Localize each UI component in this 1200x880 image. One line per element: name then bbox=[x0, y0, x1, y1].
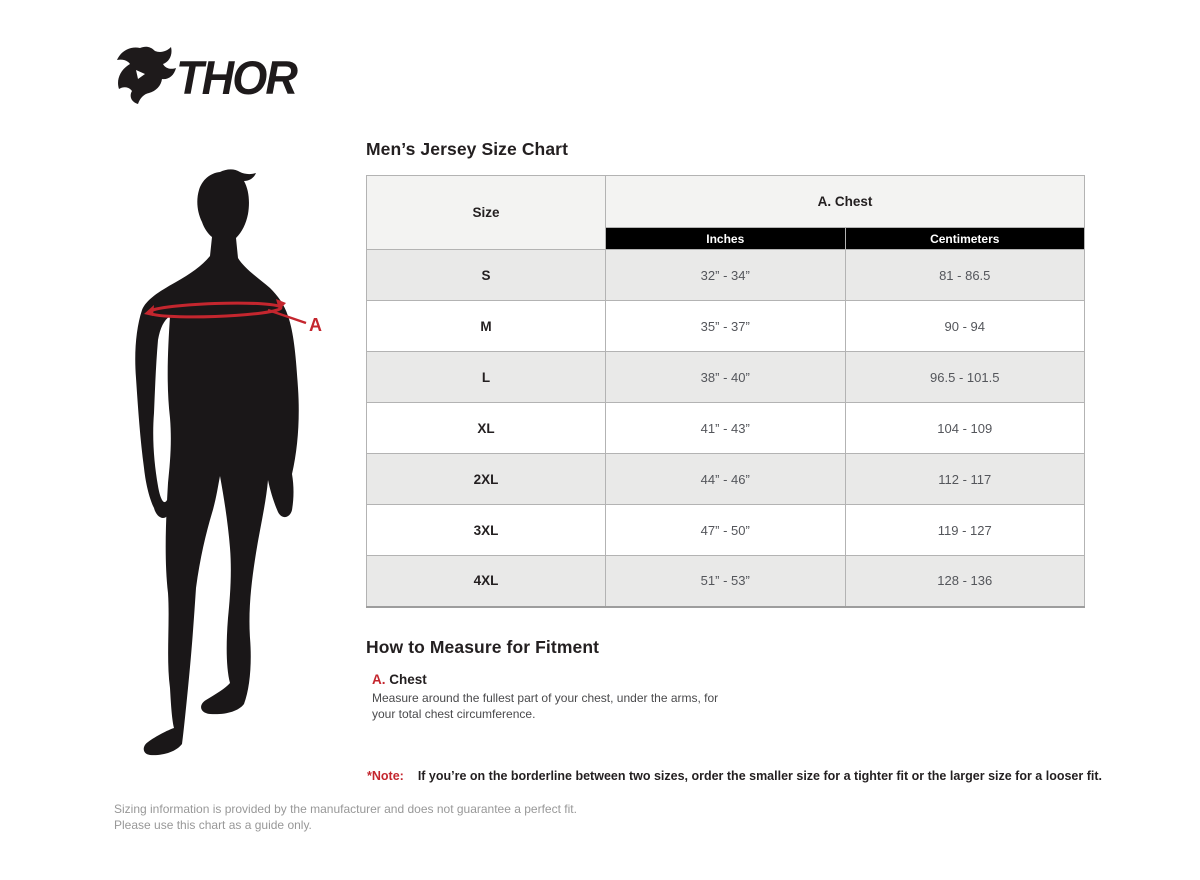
body-silhouette-figure: A bbox=[130, 168, 335, 768]
male-silhouette-shape bbox=[135, 169, 299, 756]
how-to-measure-title: How to Measure for Fitment bbox=[366, 637, 600, 657]
size-cell: L bbox=[366, 351, 606, 403]
footer-line: Please use this chart as a guide only. bbox=[114, 818, 312, 833]
thor-ram-icon bbox=[117, 46, 176, 104]
size-cell: S bbox=[366, 249, 606, 301]
size-cell: 3XL bbox=[366, 504, 606, 556]
table-row: XL 41” - 43” 104 - 109 bbox=[366, 402, 1085, 454]
centimeters-cell: 119 - 127 bbox=[844, 504, 1085, 556]
table-row: S 32” - 34” 81 - 86.5 bbox=[366, 249, 1085, 301]
sizing-note: *Note: If you’re on the borderline betwee… bbox=[367, 769, 1102, 783]
centimeters-cell: 104 - 109 bbox=[844, 402, 1085, 454]
measurement-item-heading: A. Chest bbox=[372, 672, 427, 687]
inches-cell: 38” - 40” bbox=[605, 351, 846, 403]
thor-logo: THOR bbox=[112, 42, 302, 108]
size-cell: 4XL bbox=[366, 555, 606, 607]
chest-annotation-label: A bbox=[309, 315, 322, 335]
centimeters-cell: 90 - 94 bbox=[844, 300, 1085, 352]
column-header-chest: A. Chest bbox=[605, 175, 1085, 228]
thor-wordmark: THOR bbox=[176, 51, 298, 104]
inches-cell: 51” - 53” bbox=[605, 555, 846, 607]
size-cell: XL bbox=[366, 402, 606, 454]
table-row: 2XL 44” - 46” 112 - 117 bbox=[366, 453, 1085, 505]
measurement-description: Measure around the fullest part of your … bbox=[372, 691, 719, 721]
footer-line: Sizing information is provided by the ma… bbox=[114, 802, 577, 816]
column-header-size: Size bbox=[366, 175, 606, 250]
centimeters-cell: 81 - 86.5 bbox=[844, 249, 1085, 301]
column-header-inches: Inches bbox=[605, 227, 846, 250]
centimeters-cell: 128 - 136 bbox=[844, 555, 1085, 607]
size-cell: 2XL bbox=[366, 453, 606, 505]
note-text: If you’re on the borderline between two … bbox=[417, 769, 1102, 783]
size-chart-table-wrap: Size A. Chest Inches Centimeters S 32” -… bbox=[366, 175, 1085, 608]
inches-cell: 32” - 34” bbox=[605, 249, 846, 301]
measurement-key: A. bbox=[372, 672, 386, 687]
body-silhouette-graphic: A bbox=[135, 169, 322, 756]
size-cell: M bbox=[366, 300, 606, 352]
size-chart-table: Size A. Chest Inches Centimeters S 32” -… bbox=[366, 175, 1085, 608]
table-row: M 35” - 37” 90 - 94 bbox=[366, 300, 1085, 352]
inches-cell: 35” - 37” bbox=[605, 300, 846, 352]
measurement-name: Chest bbox=[389, 672, 427, 687]
column-header-centimeters: Centimeters bbox=[844, 227, 1085, 250]
table-row: L 38” - 40” 96.5 - 101.5 bbox=[366, 351, 1085, 403]
inches-cell: 44” - 46” bbox=[605, 453, 846, 505]
centimeters-cell: 96.5 - 101.5 bbox=[844, 351, 1085, 403]
inches-cell: 41” - 43” bbox=[605, 402, 846, 454]
table-row: 3XL 47” - 50” 119 - 127 bbox=[366, 504, 1085, 556]
thor-logo-graphic: THOR bbox=[117, 46, 300, 104]
size-chart-title: Men’s Jersey Size Chart bbox=[366, 139, 569, 159]
centimeters-cell: 112 - 117 bbox=[844, 453, 1085, 505]
footer-disclaimer: Sizing information is provided by the ma… bbox=[114, 801, 577, 833]
note-label: *Note: bbox=[367, 769, 404, 783]
table-header-row: Size A. Chest bbox=[366, 175, 1085, 250]
table-row: 4XL 51” - 53” 128 - 136 bbox=[366, 555, 1085, 607]
chest-measurement-tape bbox=[144, 299, 307, 325]
inches-cell: 47” - 50” bbox=[605, 504, 846, 556]
